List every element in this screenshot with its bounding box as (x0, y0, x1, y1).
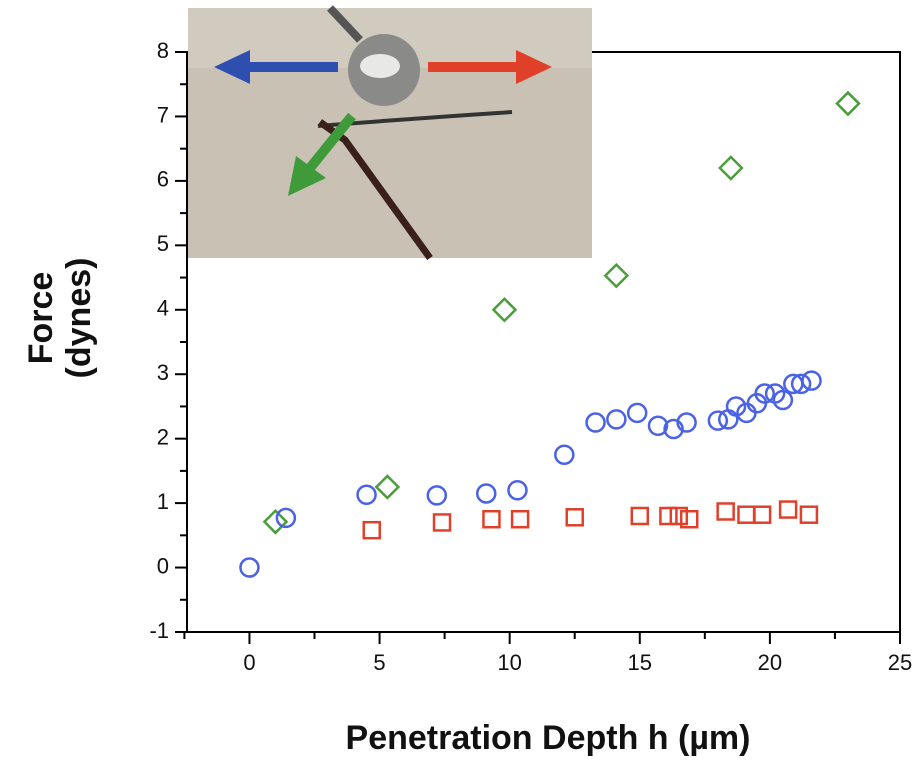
point (754, 383, 775, 404)
arrow-blue-head (214, 50, 250, 84)
point (554, 444, 575, 466)
probe-rod (327, 5, 363, 43)
point (374, 474, 401, 500)
point (737, 505, 756, 524)
point (772, 389, 794, 411)
probe-highlight (360, 54, 400, 78)
point (647, 415, 669, 437)
point (663, 418, 684, 440)
point (718, 155, 744, 181)
arrow-green-head (288, 156, 326, 196)
point (476, 483, 497, 504)
point (679, 509, 699, 529)
point (725, 396, 747, 417)
point (799, 505, 819, 524)
y-tick-label: 3 (157, 360, 169, 385)
point (790, 373, 812, 395)
point (585, 412, 606, 433)
point (482, 509, 501, 529)
point (262, 509, 289, 535)
point (659, 506, 678, 526)
x-tick-label: 0 (243, 650, 255, 675)
y-axis-title-line: Force (22, 272, 60, 365)
x-tick-label: 25 (888, 650, 912, 675)
y-tick-label: 4 (157, 296, 169, 321)
y-tick-label: 8 (157, 38, 169, 63)
point (432, 513, 452, 532)
point (626, 402, 648, 424)
point (716, 502, 735, 521)
y-axis-title: Force (dynes) (22, 258, 98, 379)
point (778, 500, 798, 519)
y-tick-label: -1 (149, 618, 169, 643)
point (491, 297, 518, 323)
x-tick-label: 20 (758, 650, 782, 675)
arrow-green (306, 112, 356, 172)
point (507, 479, 528, 501)
arrow-red-head (516, 50, 552, 84)
y-tick-label: 5 (157, 231, 169, 256)
y-axis-title-line: (dynes) (60, 258, 98, 379)
inset-photo (188, 5, 592, 261)
point (362, 520, 382, 540)
point (707, 410, 729, 431)
point (801, 370, 822, 391)
point (603, 262, 630, 289)
point (565, 508, 584, 527)
fiber (317, 119, 433, 261)
y-tick-label: 2 (157, 424, 169, 449)
point (606, 409, 627, 430)
plot-area: 0 5 10 15 20 25 -1 0 1 2 3 4 5 6 7 8 (149, 38, 912, 675)
y-tick-label: 7 (157, 102, 169, 127)
point (426, 485, 448, 506)
x-tick-label: 15 (628, 650, 652, 675)
point (669, 506, 689, 526)
point (630, 506, 650, 526)
x-tick-label: 5 (373, 650, 385, 675)
point (835, 90, 861, 117)
point (736, 402, 757, 424)
point (510, 509, 530, 529)
y-tick-label: 1 (157, 489, 169, 514)
y-tick-label: 0 (157, 553, 169, 578)
x-axis-title: Penetration Depth h (µm) (346, 719, 751, 757)
point (239, 557, 260, 578)
point (275, 507, 297, 529)
point (752, 505, 772, 524)
point (356, 484, 377, 505)
point (676, 412, 697, 433)
x-tick-label: 10 (497, 650, 521, 675)
y-tick-label: 6 (157, 167, 169, 192)
